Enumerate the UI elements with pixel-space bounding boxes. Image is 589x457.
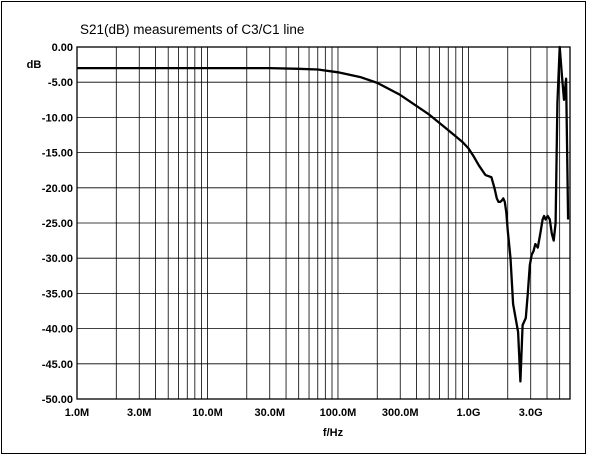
- x-tick-label: 3.0G: [519, 407, 543, 419]
- y-tick-label: -50.00: [42, 394, 73, 406]
- y-tick-label: -20.00: [42, 183, 73, 195]
- x-tick-label: 10.0M: [192, 407, 223, 419]
- y-axis-label: dB: [27, 59, 42, 71]
- y-tick-label: -25.00: [42, 218, 73, 230]
- x-tick-label: 1.0M: [65, 407, 89, 419]
- y-tick-label: -15.00: [42, 148, 73, 160]
- x-tick-label: 300.0M: [382, 407, 419, 419]
- y-axis-ticks: 0.00 -5.00 -10.00 -15.00 -20.00 -25.00 -30.00 -…: [42, 42, 73, 406]
- x-axis-label: f/Hz: [323, 427, 344, 439]
- x-tick-label: 3.0M: [127, 407, 151, 419]
- chart-title: S21(dB) measurements of C3/C1 line: [80, 22, 304, 37]
- x-tick-label: 30.0M: [254, 407, 285, 419]
- series-line: [77, 45, 570, 383]
- y-tick-label: -35.00: [42, 288, 73, 300]
- y-tick-label: -40.00: [42, 324, 73, 336]
- grid: [76, 46, 571, 400]
- y-tick-label: -30.00: [42, 253, 73, 265]
- y-tick-label: 0.00: [52, 42, 73, 54]
- x-axis-ticks: 1.0M 3.0M 10.0M 30.0M 100.0M 300.0M 1.0G 3.0G: [65, 407, 543, 419]
- plot-area: [76, 46, 571, 400]
- y-tick-label: -5.00: [48, 77, 73, 89]
- x-tick-label: 100.0M: [320, 407, 357, 419]
- x-tick-label: 1.0G: [457, 407, 481, 419]
- series-layer: [77, 45, 570, 383]
- y-tick-label: -45.00: [42, 359, 73, 371]
- y-tick-label: -10.00: [42, 112, 73, 124]
